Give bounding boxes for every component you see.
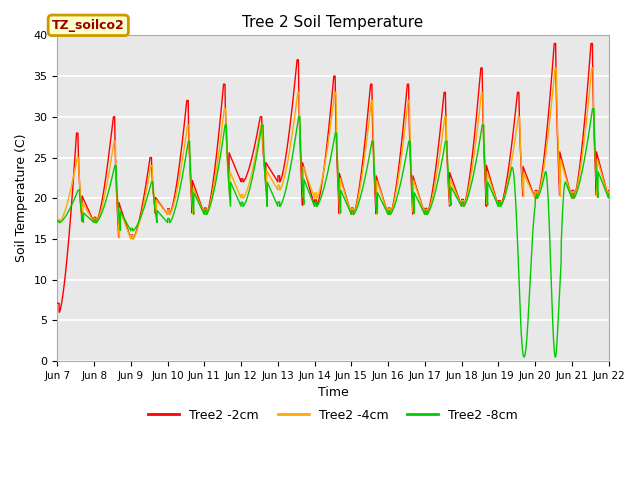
Tree2 -4cm	[207, 195, 215, 201]
Tree2 -4cm	[397, 161, 404, 167]
Tree2 -4cm	[605, 189, 612, 194]
Line: Tree2 -2cm: Tree2 -2cm	[58, 44, 609, 312]
Tree2 -8cm	[397, 181, 404, 187]
Tree2 -2cm	[397, 150, 404, 156]
Tree2 -4cm	[605, 195, 612, 201]
Tree2 -2cm	[172, 187, 179, 193]
Tree2 -4cm	[129, 236, 136, 242]
Tree2 -2cm	[54, 300, 61, 306]
Tree2 -4cm	[551, 65, 559, 71]
X-axis label: Time: Time	[317, 386, 348, 399]
Text: TZ_soilco2: TZ_soilco2	[52, 19, 125, 32]
Legend: Tree2 -2cm, Tree2 -4cm, Tree2 -8cm: Tree2 -2cm, Tree2 -4cm, Tree2 -8cm	[143, 404, 523, 427]
Title: Tree 2 Soil Temperature: Tree 2 Soil Temperature	[243, 15, 424, 30]
Tree2 -8cm	[172, 205, 179, 211]
Tree2 -2cm	[207, 190, 215, 195]
Tree2 -4cm	[553, 80, 561, 85]
Y-axis label: Soil Temperature (C): Soil Temperature (C)	[15, 134, 28, 263]
Tree2 -8cm	[605, 191, 612, 197]
Tree2 -2cm	[387, 210, 395, 216]
Tree2 -8cm	[387, 211, 394, 217]
Tree2 -8cm	[207, 199, 215, 204]
Tree2 -4cm	[54, 216, 61, 222]
Tree2 -2cm	[605, 188, 612, 193]
Tree2 -8cm	[54, 218, 61, 224]
Tree2 -2cm	[550, 41, 558, 47]
Tree2 -8cm	[589, 106, 596, 111]
Line: Tree2 -8cm: Tree2 -8cm	[58, 108, 609, 357]
Tree2 -2cm	[553, 101, 561, 107]
Tree2 -2cm	[605, 195, 612, 201]
Tree2 -2cm	[56, 310, 63, 315]
Tree2 -4cm	[387, 210, 395, 216]
Tree2 -8cm	[552, 354, 559, 360]
Line: Tree2 -4cm: Tree2 -4cm	[58, 68, 609, 239]
Tree2 -4cm	[172, 194, 179, 200]
Tree2 -8cm	[605, 195, 612, 201]
Tree2 -8cm	[552, 348, 560, 354]
